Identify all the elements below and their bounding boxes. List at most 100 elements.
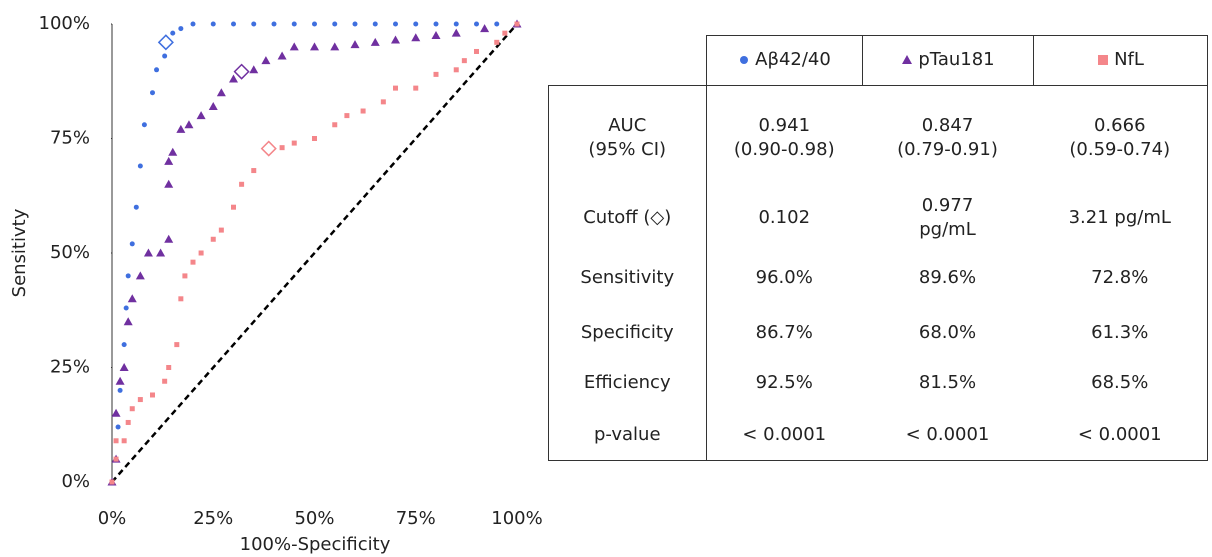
point: [164, 179, 174, 188]
point: [198, 250, 204, 256]
header-row: Aβ42/40 pTau181 NfL: [549, 35, 1208, 86]
y-tick-label: 75%: [50, 128, 90, 149]
point: [310, 42, 319, 51]
point: [166, 365, 172, 370]
point: [271, 21, 277, 27]
table-cell: 72.8%: [1033, 245, 1208, 311]
point: [190, 21, 196, 27]
row-label: p-value: [548, 410, 706, 461]
point: [123, 305, 129, 311]
point: [125, 419, 131, 425]
cutoff-marker: [233, 63, 250, 80]
reference-line: [111, 23, 518, 483]
table-cell: 61.3%: [1033, 310, 1208, 356]
point: [474, 21, 479, 27]
table-cell: < 0.0001: [1033, 410, 1208, 461]
point: [494, 39, 500, 45]
point: [216, 88, 226, 97]
y-tick-label: 25%: [50, 357, 90, 378]
table-row: Cutoff (◇) 0.102 0.977 pg/mL 3.21 pg/mL: [548, 190, 1208, 246]
point: [178, 26, 184, 32]
point: [431, 30, 441, 39]
row-label: AUC (95% CI): [548, 85, 706, 191]
point: [133, 204, 139, 210]
row-label: Sensitivity: [548, 245, 706, 311]
point: [184, 120, 194, 129]
point: [393, 21, 398, 27]
point: [502, 30, 508, 36]
point: [231, 21, 236, 27]
point: [121, 342, 127, 348]
point: [218, 227, 224, 233]
point: [174, 342, 180, 348]
y-tick-label: 50%: [50, 242, 90, 263]
point: [141, 122, 147, 128]
point: [196, 111, 206, 120]
point: [251, 21, 257, 27]
point: [279, 145, 285, 151]
point: [360, 108, 366, 114]
legend-symbol: [1098, 55, 1109, 66]
point: [372, 21, 378, 27]
point: [208, 101, 218, 110]
table-cell: 0.666 (0.59-0.74): [1033, 85, 1208, 191]
point: [312, 136, 317, 141]
point: [370, 37, 380, 46]
point: [391, 35, 400, 44]
point: [117, 387, 123, 393]
point: [289, 42, 299, 51]
point: [291, 21, 297, 27]
point: [137, 163, 143, 169]
table-cell: < 0.0001: [862, 410, 1033, 461]
point: [125, 273, 131, 279]
legend-entry: pTau181: [861, 35, 1033, 86]
point: [143, 248, 153, 257]
x-tick-label: 25%: [193, 508, 233, 529]
point: [312, 21, 317, 27]
results-table: Aβ42/40 pTau181 NfL AUC (95% CI) 0.941 (0.90…: [548, 35, 1208, 461]
point: [129, 241, 135, 247]
point: [494, 21, 500, 27]
legend-label: pTau181: [918, 49, 995, 71]
y-tick-label: 100%: [39, 13, 90, 34]
table-row: Sensitivity 96.0% 89.6% 72.8%: [548, 245, 1208, 311]
legend-label: Aβ42/40: [755, 49, 831, 71]
point: [115, 424, 121, 430]
row-label: Specificity: [548, 310, 706, 356]
point: [413, 21, 419, 27]
point: [433, 71, 439, 77]
table-cell: 86.7%: [705, 310, 862, 356]
point: [129, 406, 135, 412]
table-row: AUC (95% CI) 0.941 (0.90-0.98) 0.847 (0.79…: [548, 85, 1208, 191]
point: [261, 56, 271, 65]
point: [210, 21, 216, 27]
point: [121, 438, 127, 444]
row-label: Efficiency: [548, 355, 706, 411]
table-cell: 0.847 (0.79-0.91): [862, 85, 1033, 191]
x-tick-label: 100%: [491, 508, 542, 529]
point: [251, 168, 257, 174]
point: [393, 85, 398, 91]
point: [162, 378, 168, 384]
table-cell: 0.102: [705, 190, 862, 246]
table-cell: 89.6%: [918, 266, 977, 288]
point: [123, 317, 133, 326]
point: [433, 21, 439, 27]
point: [411, 33, 421, 42]
legend-label: NfL: [1114, 49, 1144, 71]
point: [249, 65, 259, 74]
table-row: Efficiency 92.5% 81.5% 68.5%: [548, 355, 1208, 411]
x-axis-title: 100%-Specificity: [240, 534, 391, 555]
point: [229, 74, 238, 83]
table-cell: 0.977 pg/mL: [919, 194, 976, 240]
point: [182, 273, 188, 279]
chart: Sensitivty 100%-Specificity 0% 25% 50% 75% 1…: [9, 13, 543, 555]
legend-marker: [902, 55, 913, 65]
table-cell: 81.5%: [918, 371, 977, 393]
point: [137, 397, 143, 403]
point: [413, 85, 419, 91]
point: [453, 21, 459, 27]
point: [461, 58, 467, 64]
x-tick-label: 0%: [98, 508, 127, 529]
legend-symbol: [902, 55, 913, 65]
